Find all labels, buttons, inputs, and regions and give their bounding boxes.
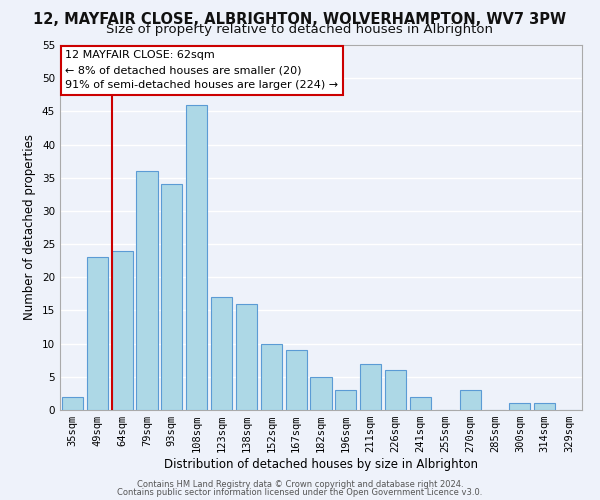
Bar — [360, 364, 381, 410]
Text: Contains HM Land Registry data © Crown copyright and database right 2024.: Contains HM Land Registry data © Crown c… — [137, 480, 463, 489]
Bar — [310, 377, 332, 410]
Bar — [509, 404, 530, 410]
Bar — [236, 304, 257, 410]
Y-axis label: Number of detached properties: Number of detached properties — [23, 134, 37, 320]
Text: 12 MAYFAIR CLOSE: 62sqm
← 8% of detached houses are smaller (20)
91% of semi-det: 12 MAYFAIR CLOSE: 62sqm ← 8% of detached… — [65, 50, 338, 90]
Bar — [286, 350, 307, 410]
Text: Contains public sector information licensed under the Open Government Licence v3: Contains public sector information licen… — [118, 488, 482, 497]
Text: Size of property relative to detached houses in Albrighton: Size of property relative to detached ho… — [107, 22, 493, 36]
Bar — [112, 250, 133, 410]
Bar — [186, 104, 207, 410]
Bar — [62, 396, 83, 410]
Bar — [534, 404, 555, 410]
Bar — [335, 390, 356, 410]
Bar — [87, 258, 108, 410]
Bar — [211, 297, 232, 410]
Bar — [136, 171, 158, 410]
X-axis label: Distribution of detached houses by size in Albrighton: Distribution of detached houses by size … — [164, 458, 478, 471]
Bar — [385, 370, 406, 410]
Bar — [410, 396, 431, 410]
Bar — [161, 184, 182, 410]
Bar — [460, 390, 481, 410]
Bar — [261, 344, 282, 410]
Text: 12, MAYFAIR CLOSE, ALBRIGHTON, WOLVERHAMPTON, WV7 3PW: 12, MAYFAIR CLOSE, ALBRIGHTON, WOLVERHAM… — [34, 12, 566, 28]
